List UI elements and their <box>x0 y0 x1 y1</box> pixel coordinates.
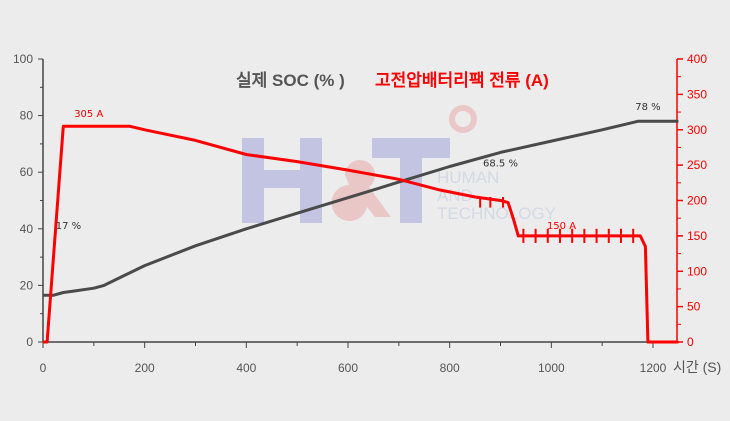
y-left-tick-label: 20 <box>20 278 34 292</box>
y-left-tick-label: 0 <box>26 335 33 349</box>
y-right-tick-label: 400 <box>687 52 707 66</box>
y-right-tick-label: 100 <box>687 264 707 278</box>
annotation-label: 78 % <box>635 102 660 113</box>
x-tick-label: 800 <box>440 361 460 375</box>
current-line <box>43 124 679 344</box>
y-left-tick-label: 40 <box>20 222 34 236</box>
x-axis-label: 시간 (S) <box>673 359 721 375</box>
watermark-logo-ampersand <box>331 159 391 221</box>
y-right-tick-label: 300 <box>687 123 707 137</box>
legend-soc: 실제 SOC (% ) <box>236 71 345 90</box>
y-left-tick-label: 100 <box>13 52 33 66</box>
x-tick-label: 1200 <box>640 361 667 375</box>
x-tick-label: 0 <box>40 361 47 375</box>
watermark-logo-circle <box>449 105 477 133</box>
watermark-human: HUMAN <box>437 168 499 187</box>
x-tick-label: 600 <box>338 361 358 375</box>
x-tick-label: 1000 <box>538 361 565 375</box>
x-tick-label: 400 <box>236 361 256 375</box>
y-right-tick-label: 250 <box>687 158 707 172</box>
watermark-logo-t <box>372 138 450 223</box>
watermark-logo-h <box>242 138 322 223</box>
y-right-tick-label: 150 <box>687 229 707 243</box>
soc-line <box>43 119 679 297</box>
x-tick-label: 200 <box>135 361 155 375</box>
annotation-label: 68.5 % <box>483 159 518 170</box>
annotation-label: 150 A <box>547 221 576 232</box>
y-right-tick-label: 0 <box>687 335 694 349</box>
y-right-tick-label: 350 <box>687 87 707 101</box>
watermark-logo: HUMAN AND TECHNOLOGY <box>242 105 556 223</box>
y-left-tick-label: 60 <box>20 165 34 179</box>
annotation-label: 305 A <box>74 109 103 120</box>
y-left-tick-label: 80 <box>20 109 34 123</box>
y-right-tick-label: 50 <box>687 300 701 314</box>
annotation-label: 17 % <box>56 221 81 232</box>
legend-current: 고전압배터리팩 전류 (A) <box>375 70 549 90</box>
watermark-technology: TECHNOLOGY <box>437 204 556 223</box>
y-right-tick-label: 200 <box>687 194 707 208</box>
